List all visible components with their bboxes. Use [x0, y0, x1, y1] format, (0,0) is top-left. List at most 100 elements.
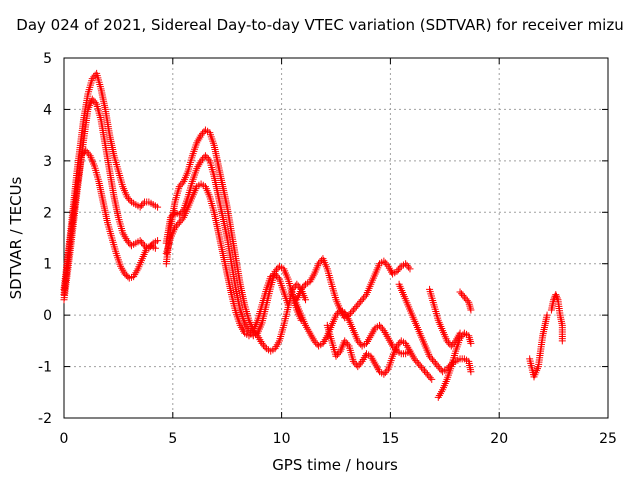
- series-track: [293, 255, 414, 322]
- y-tick-label: 0: [43, 308, 52, 324]
- data-point: [358, 296, 366, 304]
- data-point: [383, 261, 391, 269]
- data-point: [85, 150, 93, 158]
- data-point: [82, 147, 90, 155]
- data-point: [423, 370, 431, 378]
- series-track: [162, 180, 292, 340]
- data-point: [354, 301, 362, 309]
- data-point: [463, 297, 471, 305]
- data-point: [345, 311, 353, 319]
- data-point: [420, 367, 428, 375]
- series-track: [456, 288, 475, 314]
- data-point: [299, 284, 307, 292]
- data-point: [136, 203, 144, 211]
- data-point: [342, 339, 350, 347]
- data-point: [151, 244, 159, 252]
- data-point: [355, 299, 363, 307]
- data-point: [553, 294, 561, 302]
- data-point: [456, 288, 464, 296]
- data-point: [344, 340, 352, 348]
- data-point: [459, 291, 467, 299]
- data-point: [139, 200, 147, 208]
- y-tick-label: 5: [43, 51, 52, 67]
- data-point: [467, 306, 475, 314]
- data-point: [332, 311, 340, 319]
- series-track: [162, 152, 305, 340]
- series-track: [426, 285, 464, 350]
- series-track: [526, 311, 551, 381]
- data-point: [412, 357, 420, 365]
- data-point: [450, 339, 458, 347]
- data-point: [466, 336, 474, 344]
- data-point: [443, 337, 451, 345]
- data-point: [449, 340, 457, 348]
- data-point: [415, 360, 423, 368]
- y-tick-label: -2: [38, 411, 52, 427]
- data-point: [418, 363, 426, 371]
- data-point: [425, 372, 433, 380]
- data-point: [352, 303, 360, 311]
- data-point: [136, 237, 144, 245]
- data-point: [177, 181, 185, 189]
- data-point: [355, 361, 363, 369]
- data-point: [245, 332, 253, 340]
- data-point: [431, 359, 439, 367]
- data-point: [426, 352, 434, 360]
- x-axis-label: GPS time / hours: [272, 456, 398, 474]
- y-tick-label: 4: [43, 102, 52, 118]
- x-tick-label: 15: [381, 431, 399, 447]
- data-point: [543, 311, 551, 319]
- data-point: [175, 219, 183, 227]
- data-point: [175, 183, 183, 191]
- data-point: [405, 263, 413, 271]
- data-point: [167, 213, 175, 221]
- data-point: [380, 370, 388, 378]
- data-point: [302, 296, 310, 304]
- data-point: [178, 215, 186, 223]
- data-point: [138, 201, 146, 209]
- data-point: [83, 148, 91, 156]
- data-point: [154, 203, 162, 211]
- series-track: [547, 291, 566, 345]
- data-point: [123, 193, 131, 201]
- data-point: [90, 73, 98, 81]
- data-point: [261, 343, 269, 351]
- data-point: [273, 266, 281, 274]
- x-tick-label: 20: [490, 431, 508, 447]
- y-axis-label: SDTVAR / TECUs: [7, 176, 25, 300]
- data-point: [466, 304, 474, 312]
- data-point: [558, 337, 566, 345]
- data-point: [178, 179, 186, 187]
- data-point: [258, 339, 266, 347]
- data-point: [394, 340, 402, 348]
- data-point: [349, 357, 357, 365]
- data-point: [381, 259, 389, 267]
- data-point: [125, 195, 133, 203]
- data-points: [60, 69, 566, 401]
- data-point: [172, 222, 180, 230]
- data-point: [197, 157, 205, 165]
- chart-title: Day 024 of 2021, Sidereal Day-to-day VTE…: [16, 16, 624, 34]
- data-point: [333, 351, 341, 359]
- data-point: [347, 309, 355, 317]
- x-tick-label: 10: [273, 431, 291, 447]
- data-point: [419, 365, 427, 373]
- data-point: [348, 308, 356, 316]
- data-point: [201, 152, 209, 160]
- data-point: [467, 368, 475, 376]
- plot-frame: [63, 57, 609, 419]
- data-point: [332, 352, 340, 360]
- data-point: [312, 339, 320, 347]
- data-point: [354, 363, 362, 371]
- data-point: [553, 292, 561, 300]
- data-point: [436, 364, 444, 372]
- data-point: [426, 374, 434, 382]
- data-point: [91, 99, 99, 107]
- data-point: [467, 339, 475, 347]
- data-point: [427, 354, 435, 362]
- data-point: [410, 355, 418, 363]
- data-point: [341, 337, 349, 345]
- data-point: [88, 75, 96, 83]
- axis-ticks: 0 5 10 15 20 25 -2 -1 0 1 2 3 4 5: [38, 51, 617, 447]
